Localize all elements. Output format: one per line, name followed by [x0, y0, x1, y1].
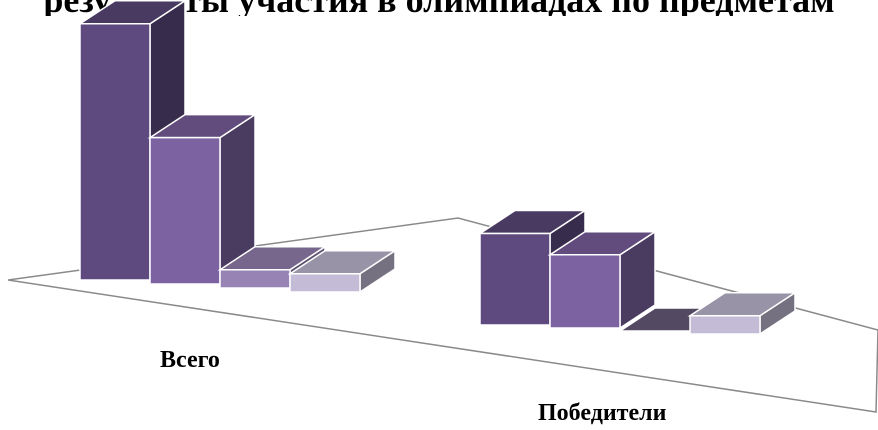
- chart-title-clip: результаты участия в олимпиадах по предм…: [0, 0, 878, 16]
- bar-group: [77, 0, 798, 336]
- bar-1-series-1: [547, 230, 658, 330]
- bar-1-series-3: [687, 291, 798, 336]
- bar-0-series-3: [287, 249, 398, 294]
- bar-front-face: [479, 232, 551, 326]
- bar-front-face: [689, 314, 761, 335]
- category-label-vsego: Всего: [160, 347, 220, 373]
- bar-front-face: [289, 272, 361, 293]
- bar-front-face: [149, 136, 221, 285]
- chart-title: результаты участия в олимпиадах по предм…: [0, 0, 878, 16]
- bar-front-face: [549, 254, 621, 329]
- bar-front-face: [79, 23, 151, 281]
- bar-front-face: [219, 268, 291, 289]
- category-label-pobediteli: Победители: [538, 400, 667, 426]
